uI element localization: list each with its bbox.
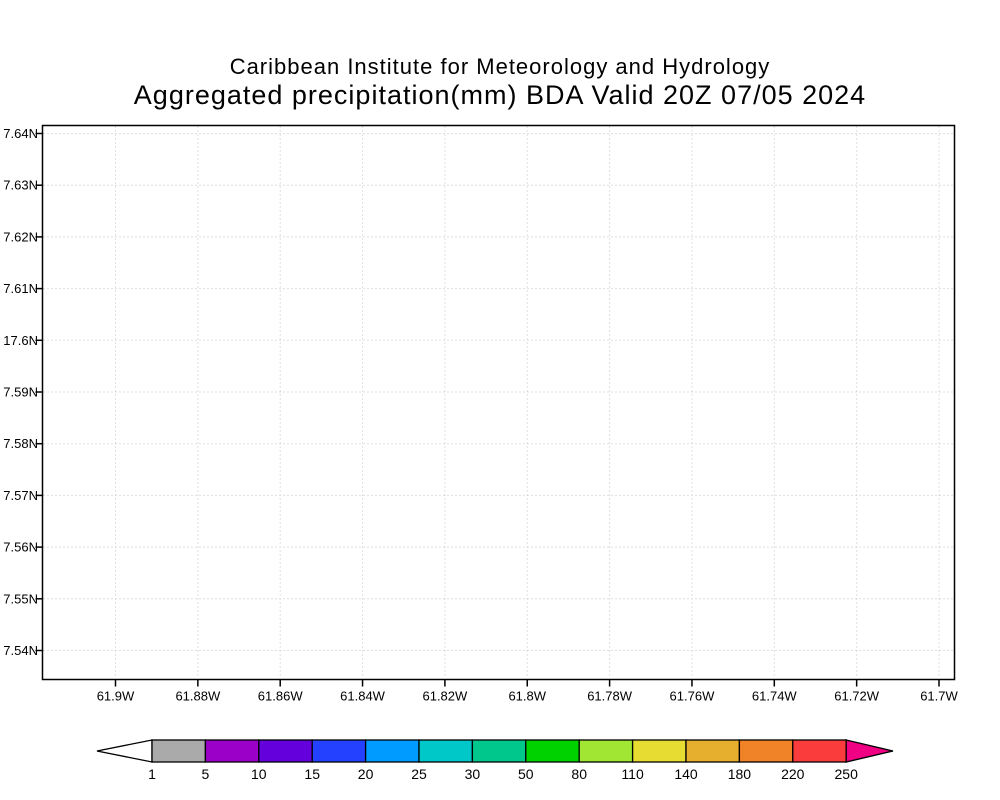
y-axis-labels: 7.64N 7.63N 7.62N 7.61N 17.6N 7.59N 7.58N 7.57N… xyxy=(3,126,38,658)
colorbar-tick-label: 50 xyxy=(518,766,534,782)
colorbar-tick-label: 80 xyxy=(571,766,587,782)
colorbar-right-arrow xyxy=(845,739,894,763)
colorbar-left-arrow xyxy=(96,739,153,763)
gridlines xyxy=(43,126,954,679)
x-tick-label: 61.76W xyxy=(670,689,716,704)
colorbar-tick-label: 25 xyxy=(411,766,427,782)
colorbar-tick-label: 1 xyxy=(148,766,156,782)
chart-title: Aggregated precipitation(mm) BDA Valid 2… xyxy=(133,80,867,110)
y-tick-label: 17.6N xyxy=(3,333,38,348)
colorbar-tick-label: 140 xyxy=(674,766,698,782)
y-tick-label: 7.64N xyxy=(3,126,38,141)
colorbar-segment xyxy=(792,739,847,763)
colorbar-tick-label: 10 xyxy=(251,766,267,782)
x-tick-label: 61.9W xyxy=(97,689,135,704)
x-axis-labels: 61.9W 61.88W 61.86W 61.84W 61.82W 61.8W 61.78W… xyxy=(97,689,959,704)
colorbar-segment xyxy=(471,739,527,763)
y-tick-label: 7.62N xyxy=(3,229,38,244)
colorbar-segment xyxy=(578,739,634,763)
map-plot-border xyxy=(41,124,956,681)
colorbar-tick-label: 220 xyxy=(781,766,805,782)
colorbar-tick-label: 180 xyxy=(728,766,752,782)
colorbar-segment xyxy=(258,739,313,763)
x-tick-label: 61.84W xyxy=(340,689,386,704)
colorbar-segment xyxy=(525,739,580,763)
colorbar-segment xyxy=(364,739,420,763)
colorbar-tick-label: 15 xyxy=(304,766,320,782)
y-tick-label: 7.58N xyxy=(3,436,38,451)
chart-header: Caribbean Institute for Meteorology and … xyxy=(0,54,1000,111)
colorbar-tick-label: 5 xyxy=(202,766,210,782)
y-tick-label: 7.56N xyxy=(3,540,38,555)
y-tick-label: 7.63N xyxy=(3,178,38,193)
y-tick-label: 7.59N xyxy=(3,385,38,400)
colorbar-tick-label: 30 xyxy=(465,766,481,782)
colorbar-segment xyxy=(418,739,474,763)
colorbar-segment xyxy=(685,739,741,763)
y-tick-label: 7.55N xyxy=(3,591,38,606)
y-tick-label: 7.54N xyxy=(3,643,38,658)
x-tick-label: 61.88W xyxy=(175,689,221,704)
x-tick-label: 61.74W xyxy=(752,689,798,704)
x-tick-label: 61.7W xyxy=(920,689,958,704)
colorbar-tick-label: 110 xyxy=(621,766,644,782)
y-tick-label: 7.57N xyxy=(3,488,38,503)
axes xyxy=(35,124,956,687)
colorbar-segment xyxy=(311,739,367,763)
colorbar-segment xyxy=(151,739,207,763)
x-tick-label: 61.8W xyxy=(508,689,546,704)
x-tick-label: 61.78W xyxy=(587,689,633,704)
colorbar-tick-label: 250 xyxy=(835,766,859,782)
x-tick-label: 61.82W xyxy=(422,689,468,704)
colorbar-segment xyxy=(631,739,687,763)
colorbar: 1 5 10 15 20 25 30 50 80 110 140 180 220 250 xyxy=(96,739,894,782)
colorbar-segment xyxy=(204,739,260,763)
y-tick-label: 7.61N xyxy=(3,281,38,296)
x-tick-label: 61.86W xyxy=(258,689,304,704)
x-tick-label: 61.72W xyxy=(834,689,880,704)
colorbar-segment xyxy=(738,739,794,763)
colorbar-tick-label: 20 xyxy=(358,766,374,782)
chart-subtitle: Caribbean Institute for Meteorology and … xyxy=(229,54,771,79)
